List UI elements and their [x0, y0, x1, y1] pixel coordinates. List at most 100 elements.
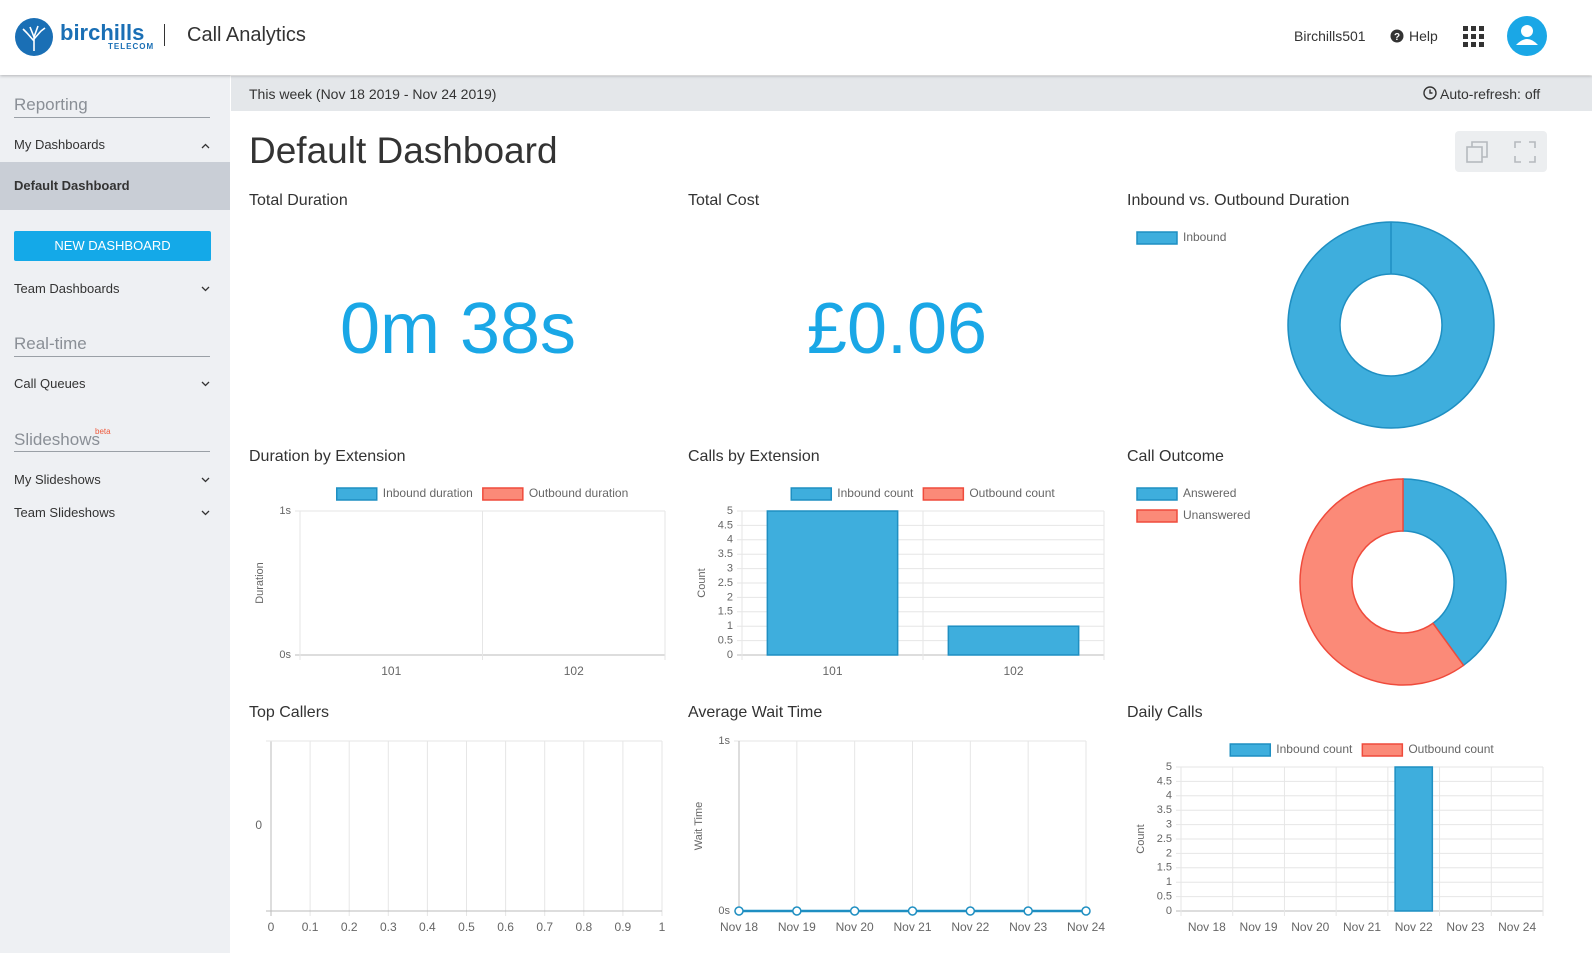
- widget-title: Total Duration: [249, 192, 348, 209]
- x-tick-label: 102: [1003, 664, 1023, 678]
- widget-title: Call Outcome: [1127, 448, 1224, 465]
- svg-text:?: ?: [1394, 32, 1400, 43]
- new-dashboard-button[interactable]: NEW DASHBOARD: [14, 231, 211, 261]
- x-tick-label: 0.5: [458, 920, 475, 934]
- widget-title: Average Wait Time: [688, 704, 822, 721]
- y-tick-label: 1s: [279, 505, 291, 517]
- doughnut-slice: [1402, 478, 1507, 667]
- bar: [947, 625, 1080, 656]
- widget-title: Total Cost: [688, 192, 760, 209]
- x-tick-label: Nov 20: [836, 920, 874, 934]
- y-tick-label: 0.5: [718, 635, 733, 647]
- y-tick-label: 4: [1166, 790, 1172, 802]
- y-tick-label: 0s: [279, 649, 291, 661]
- x-tick-label: 101: [381, 664, 401, 678]
- legend: Inbound count Outbound count: [1229, 742, 1494, 757]
- copy-button[interactable]: [1466, 141, 1488, 163]
- widget-title: Inbound vs. Outbound Duration: [1127, 192, 1349, 209]
- x-tick-label: Nov 18: [1188, 920, 1226, 934]
- x-tick-label: Nov 21: [893, 920, 931, 934]
- x-tick-label: Nov 22: [951, 920, 989, 934]
- beta-badge: beta: [95, 427, 111, 436]
- x-tick-label: 0.4: [419, 920, 436, 934]
- legend-swatch: [336, 487, 378, 501]
- legend-swatch: [1136, 509, 1178, 523]
- x-tick-label: 0.1: [302, 920, 319, 934]
- legend-label: Inbound count: [837, 486, 914, 500]
- x-tick-label: Nov 24: [1067, 920, 1105, 934]
- y-tick-label: 1s: [718, 735, 730, 747]
- legend-swatch: [1229, 743, 1272, 757]
- header: birchills TELECOM Call Analytics Birchil…: [0, 0, 1592, 75]
- rule: [14, 451, 210, 452]
- point: [734, 906, 744, 916]
- y-axis-label: Duration: [254, 562, 266, 604]
- help-icon[interactable]: ?: [1390, 29, 1404, 43]
- legend-swatch: [922, 487, 965, 501]
- nav-item[interactable]: Team Dashboards: [14, 281, 120, 296]
- y-tick-label: 1.5: [718, 606, 733, 618]
- x-tick-label: 0: [268, 920, 275, 934]
- y-tick-label: 2: [1166, 847, 1172, 859]
- y-axis-label: Wait Time: [693, 802, 705, 851]
- apps-icon[interactable]: [1463, 26, 1484, 47]
- period[interactable]: This week (Nov 18 2019 - Nov 24 2019): [249, 86, 497, 102]
- stat-value: 0m 38s: [339, 289, 577, 369]
- y-tick-label: 0: [727, 649, 733, 661]
- y-tick-label: 0.5: [1157, 891, 1172, 903]
- divider: [164, 24, 165, 46]
- legend-swatch: [1136, 487, 1178, 501]
- y-tick-label: 4.5: [718, 519, 733, 531]
- y-tick-label: 5: [727, 505, 733, 517]
- y-tick-label: 3.5: [718, 548, 733, 560]
- nav-item[interactable]: Team Slideshows: [14, 505, 116, 520]
- x-tick-label: 0.3: [380, 920, 397, 934]
- point: [965, 906, 976, 916]
- y-tick-label: 2: [727, 591, 733, 603]
- user-name[interactable]: Birchills501: [1294, 28, 1366, 44]
- y-tick-label: 2.5: [718, 577, 733, 589]
- y-tick-label: 2.5: [1157, 833, 1172, 845]
- bar: [1394, 766, 1434, 912]
- y-tick-label: 3: [1166, 819, 1172, 831]
- widget-title: Daily Calls: [1127, 704, 1203, 721]
- y-axis-label: Count: [1135, 824, 1147, 853]
- x-tick-label: 0.8: [575, 920, 592, 934]
- y-tick-label: 4: [727, 534, 733, 546]
- point: [907, 906, 918, 916]
- rule: [14, 356, 210, 357]
- sidebar: Reporting My Dashboards Default Dashboar…: [0, 75, 230, 953]
- y-tick-label: 0s: [718, 905, 730, 917]
- widget-title: Duration by Extension: [249, 448, 406, 465]
- auto-refresh[interactable]: Auto-refresh: off: [1440, 86, 1541, 102]
- y-tick-label: 5: [1166, 761, 1172, 773]
- nav-item[interactable]: My Slideshows: [14, 472, 101, 487]
- legend: Inbound count Outbound count: [790, 486, 1055, 501]
- app-name: Call Analytics: [187, 24, 306, 46]
- nav-item-active[interactable]: Default Dashboard: [14, 178, 130, 193]
- nav-item[interactable]: My Dashboards: [14, 137, 106, 152]
- doughnut-slice: [1299, 478, 1465, 686]
- x-tick-label: Nov 19: [1240, 920, 1278, 934]
- x-tick-label: Nov 23: [1009, 920, 1047, 934]
- help-link[interactable]: Help: [1409, 28, 1438, 44]
- fullscreen-button[interactable]: [1514, 141, 1536, 163]
- nav-item[interactable]: Call Queues: [14, 376, 86, 391]
- legend-label: Inbound: [1183, 230, 1226, 244]
- y-tick-label: 3.5: [1157, 804, 1172, 816]
- y-tick-label: 1: [1166, 876, 1172, 888]
- legend-label: Unanswered: [1183, 508, 1250, 522]
- legend-label: Outbound count: [969, 486, 1055, 500]
- x-tick-label: 101: [822, 664, 842, 678]
- x-tick-label: 1: [659, 920, 666, 934]
- avatar[interactable]: [1507, 16, 1547, 56]
- legend-label: Outbound duration: [529, 486, 628, 500]
- point: [1023, 906, 1033, 916]
- active-item-bg: [0, 162, 230, 210]
- widget-title: Calls by Extension: [688, 448, 820, 465]
- section-title: Reporting: [14, 95, 88, 114]
- x-tick-label: Nov 21: [1343, 920, 1381, 934]
- x-tick-label: Nov 24: [1498, 920, 1536, 934]
